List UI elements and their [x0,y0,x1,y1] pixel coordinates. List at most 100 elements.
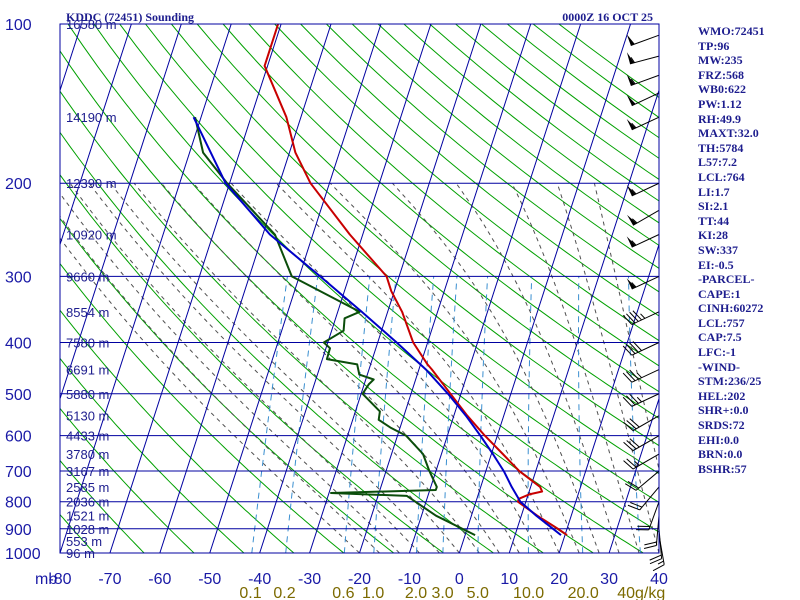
index-item: EHI:0.0 [698,432,740,447]
dry-adiabat [144,24,659,475]
wind-barb [626,34,660,46]
isotherm [209,24,382,553]
height-label: 7580 m [66,335,109,350]
height-label: 6691 m [66,363,109,378]
dry-adiabat [60,174,445,553]
pressure-tick-label: 600 [5,429,32,446]
isotherm [259,24,432,553]
mixing-ratio-label: 1.0 [362,585,384,600]
wind-barb [622,369,660,383]
temp-tick-label: -80 [48,571,71,588]
mixing-ratio-line [373,276,397,553]
index-item: WMO:72451 [698,24,765,38]
dry-adiabat [299,24,659,317]
height-label: 96 m [66,546,95,561]
temp-tick-label: -40 [248,571,271,588]
pressure-tick-label: 100 [5,17,32,34]
index-item: CAP:7.5 [698,330,742,345]
dry-adiabat [377,24,659,246]
chart-title: KDDC (72451) Sounding [66,10,194,24]
temp-tick-label: -50 [198,571,221,588]
valid-time: 0000Z 16 OCT 25 [562,10,653,24]
temp-tick-label: -70 [98,571,121,588]
mixing-ratio-line [442,276,458,553]
index-item: TH:5784 [698,140,744,155]
index-item: SI:2.1 [698,199,729,214]
mixing-ratio-label: 0.2 [273,585,295,600]
pressure-tick-label: 500 [5,387,32,404]
dry-adiabat [60,513,95,553]
wind-barb [626,74,660,86]
height-label: 14190 m [66,110,117,125]
dry-adiabat [60,217,395,553]
pressure-tick-label: 300 [5,269,32,286]
wind-barb [636,501,660,531]
index-item: LCL:764 [698,169,745,184]
index-item: PW:1.12 [698,96,742,111]
isotherm [558,242,659,553]
index-item: EI:-0.5 [698,257,734,272]
height-label: 16580 m [66,17,117,32]
height-label: 2585 m [66,480,109,495]
dry-adiabat [274,24,659,342]
index-item: LFC:-1 [698,345,736,360]
mixing-ratio-label: 3.0 [431,585,453,600]
wind-barb [627,486,660,511]
isotherm [109,24,282,553]
index-item: -WIND- [698,359,740,374]
index-item: SW:337 [698,242,739,257]
temp-tick-label: 30 [600,571,618,588]
index-item: L57:7.2 [698,155,737,170]
grid [60,24,659,553]
height-label: 9660 m [66,269,109,284]
plot-frame [59,23,660,554]
isotherm [159,24,332,553]
index-item: -PARCEL- [698,272,755,287]
index-item: LCL:757 [698,315,745,330]
index-item: SHR+:0.0 [698,403,749,418]
dry-adiabat [351,24,659,270]
height-label: 8554 m [66,305,109,320]
pressure-tick-label: 900 [5,522,32,539]
isotherm [508,88,659,553]
height-label: 2036 m [66,495,109,510]
wind-barb [622,310,660,325]
wind-barb [623,453,660,470]
mixing-ratio-label: 2.0 [405,585,427,600]
dry-adiabat [60,357,245,553]
wind-barb [624,470,660,491]
dry-adiabat [196,24,659,419]
temp-tick-label: 20 [550,571,568,588]
height-label: 5880 m [66,387,109,402]
moist-adiabat [275,182,560,553]
background-lines [60,24,659,553]
index-item: KI:28 [698,228,728,243]
moist-adiabat [193,182,520,553]
index-item: MAXT:32.0 [698,126,759,141]
isotherm [359,24,532,553]
temp-tick-label: -20 [348,571,371,588]
isotherm [60,24,232,553]
x-unit-label: mb [35,571,57,588]
wind-barb [626,275,660,290]
moist-adiabat [556,183,659,553]
isotherm [458,24,632,553]
index-item: TT:44 [698,213,730,228]
wind-barb [623,435,660,452]
pressure-tick-label: 700 [5,464,32,481]
dry-adiabat [60,90,545,553]
dry-adiabat [248,24,659,367]
mixing-ratio-label: 0.1 [239,585,261,600]
height-label: 1028 m [66,522,109,537]
isotherm [408,24,582,553]
mixing-ratio-line [527,276,533,553]
index-item: BRN:0.0 [698,447,743,462]
isotherm [60,24,182,401]
index-item: TP:96 [698,38,730,53]
mixing-ratio-line [251,276,288,553]
height-label: 553 m [66,534,102,549]
height-label: 5130 m [66,409,109,424]
mixing-ratio-line [415,276,435,553]
dry-adiabat [119,24,659,504]
